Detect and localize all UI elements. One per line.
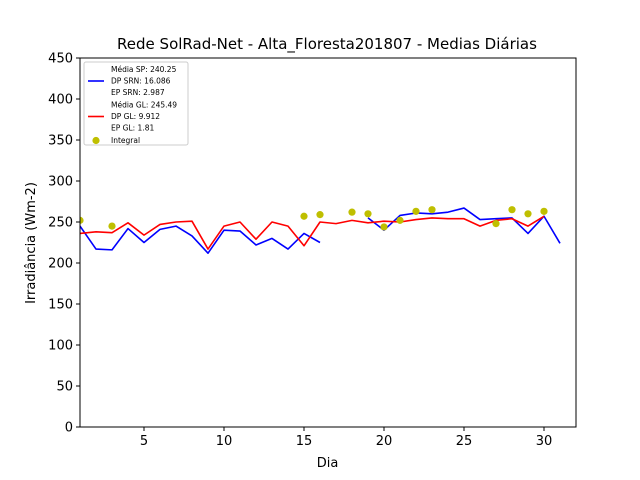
y-tick-label: 0	[65, 421, 73, 436]
x-tick-label: 5	[140, 434, 148, 449]
x-tick-label: 10	[216, 434, 233, 449]
scatter-point-integral	[80, 216, 84, 224]
y-tick-label: 400	[48, 93, 73, 108]
y-tick-label: 300	[48, 175, 73, 190]
legend-label: Média SP: 240.25	[111, 65, 177, 74]
x-axis-ticks: 5 10 15 20 25 30	[140, 427, 552, 449]
legend-label: DP GL: 9.912	[111, 112, 160, 121]
scatter-point-integral	[300, 212, 308, 220]
legend: Média SP: 240.25 DP SRN: 16.086 EP SRN: 2.…	[83, 61, 189, 146]
x-tick-label: 25	[456, 434, 473, 449]
series-line-gl	[80, 215, 545, 250]
y-axis-ticks: 0 50 100 150 200 250 300 350 400 450	[48, 52, 80, 436]
x-axis-title: Dia	[317, 456, 339, 471]
x-tick-label: 15	[296, 434, 313, 449]
scatter-point-integral	[380, 223, 388, 231]
legend-dot-marker	[92, 136, 100, 145]
scatter-point-integral	[508, 206, 516, 214]
y-tick-label: 150	[48, 298, 73, 313]
scatter-point-integral	[524, 210, 532, 218]
legend-box	[83, 61, 189, 146]
scatter-point-integral	[492, 220, 500, 228]
scatter-point-integral	[108, 222, 116, 230]
y-tick-label: 250	[48, 216, 73, 231]
y-tick-label: 450	[48, 52, 73, 67]
scatter-point-integral	[540, 207, 548, 215]
series-line-sp	[367, 207, 561, 244]
scatter-point-integral	[364, 210, 372, 218]
chart-title: Rede SolRad-Net - Alta_Floresta201807 - …	[117, 35, 537, 54]
scatter-point-integral	[412, 207, 420, 215]
series-layer	[80, 206, 561, 254]
scatter-point-integral	[428, 206, 436, 214]
legend-label: EP SRN: 2.987	[111, 88, 165, 97]
scatter-point-integral	[348, 208, 356, 216]
legend-label: Média GL: 245.49	[111, 101, 177, 110]
scatter-point-integral	[316, 211, 324, 219]
legend-label: DP SRN: 16.086	[111, 77, 171, 86]
y-tick-label: 350	[48, 134, 73, 149]
y-axis-title: Irradiância (Wm-2)	[24, 182, 39, 304]
scatter-point-integral	[396, 216, 404, 224]
plot-frame	[79, 57, 577, 428]
legend-label: Integral	[111, 136, 140, 145]
x-tick-label: 30	[536, 434, 553, 449]
x-tick-label: 20	[376, 434, 393, 449]
legend-label: EP GL: 1.81	[111, 124, 154, 133]
y-tick-label: 200	[48, 257, 73, 272]
series-line-sp	[80, 225, 321, 254]
y-tick-label: 50	[56, 380, 73, 395]
y-tick-label: 100	[48, 339, 73, 354]
